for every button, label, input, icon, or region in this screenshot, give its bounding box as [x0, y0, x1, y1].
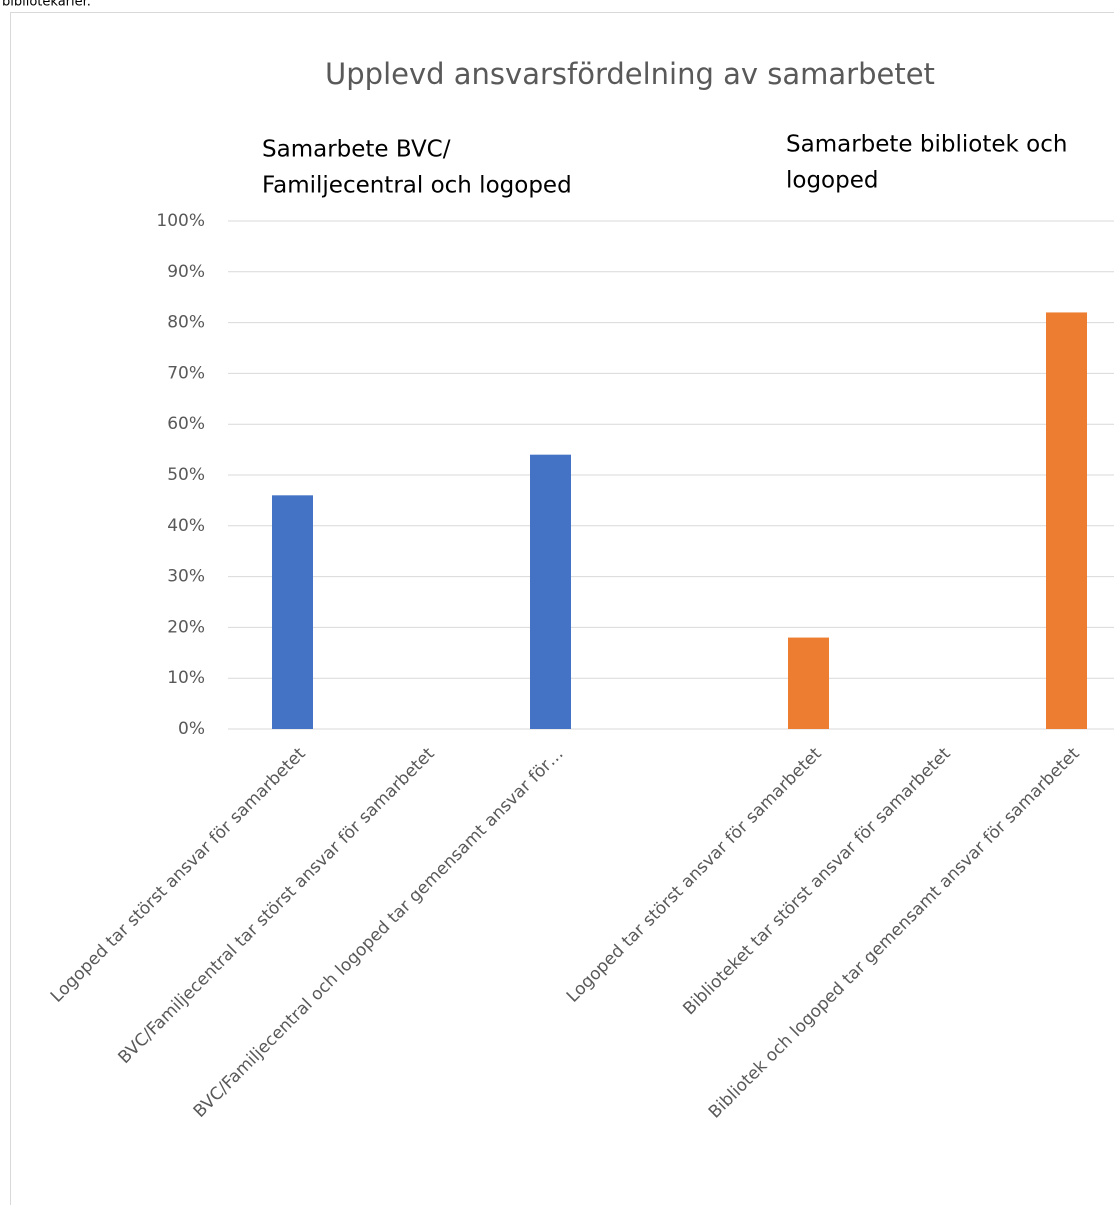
- y-tick-label: 70%: [167, 363, 205, 383]
- y-tick-label: 0%: [178, 719, 205, 739]
- y-tick-label: 40%: [167, 516, 205, 536]
- bar: [530, 454, 571, 729]
- y-tick-label: 60%: [167, 414, 205, 434]
- y-tick-label: 90%: [167, 262, 205, 282]
- y-tick-label: 30%: [167, 567, 205, 587]
- chart-frame: [10, 12, 1114, 1205]
- chart-title: Upplevd ansvarsfördelning av samarbetet: [325, 57, 935, 91]
- x-tick-label: Logoped tar störst ansvar för samarbetet: [47, 744, 310, 1007]
- y-tick-label: 100%: [156, 211, 205, 231]
- y-tick-label: 80%: [167, 313, 205, 333]
- bar: [788, 637, 829, 729]
- x-tick-label: Logoped tar störst ansvar för samarbetet: [563, 744, 826, 1007]
- bar: [272, 495, 313, 729]
- annotation: Familjecentral och logoped: [262, 173, 572, 199]
- bar: [1046, 312, 1087, 729]
- y-tick-label: 20%: [167, 617, 205, 637]
- annotation: logoped: [786, 168, 878, 194]
- y-tick-label: 10%: [167, 668, 205, 688]
- y-tick-label: 50%: [167, 465, 205, 485]
- x-tick-label: Biblioteket tar störst ansvar för samarb…: [679, 744, 954, 1019]
- caption-fragment: bibliotekarier.: [2, 0, 91, 10]
- annotation: Samarbete bibliotek och: [786, 132, 1067, 158]
- annotation: Samarbete BVC/: [262, 137, 451, 163]
